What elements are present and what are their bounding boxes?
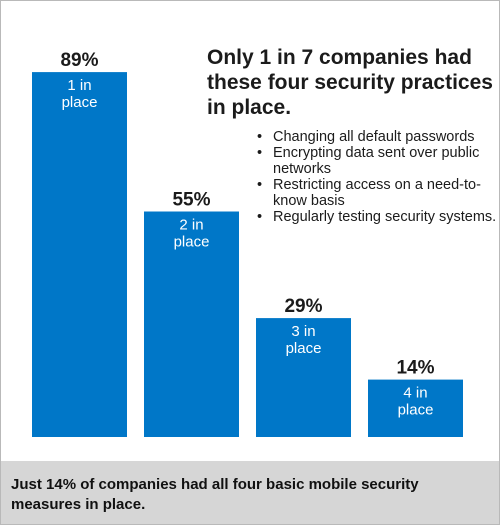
practice-item: Encrypting data sent over public network… [257,145,497,177]
bar [32,72,127,437]
bar [144,211,239,437]
value-label: 89% [60,50,98,71]
category-label: place [62,94,98,111]
category-label: place [286,340,322,357]
practice-item: Changing all default passwords [257,129,497,145]
headline: Only 1 in 7 companies had these four sec… [207,46,493,119]
category-label: 4 in [403,385,427,402]
bar [368,379,463,437]
category-label: 2 in [179,217,203,234]
category-label: place [398,402,434,419]
category-label: 1 in [67,77,91,94]
practice-item: Restricting access on a need-to-know bas… [257,177,497,209]
practice-item: Regularly testing security systems. [257,209,497,225]
bar [256,318,351,437]
category-label: place [174,234,210,251]
value-label: 55% [172,190,210,211]
category-label: 3 in [291,323,315,340]
value-label: 14% [396,358,434,379]
value-label: 29% [284,296,322,317]
practices-list: Changing all default passwords Encryptin… [257,129,497,225]
caption-text: Just 14% of companies had all four basic… [11,476,419,513]
caption-bar: Just 14% of companies had all four basic… [1,461,499,524]
